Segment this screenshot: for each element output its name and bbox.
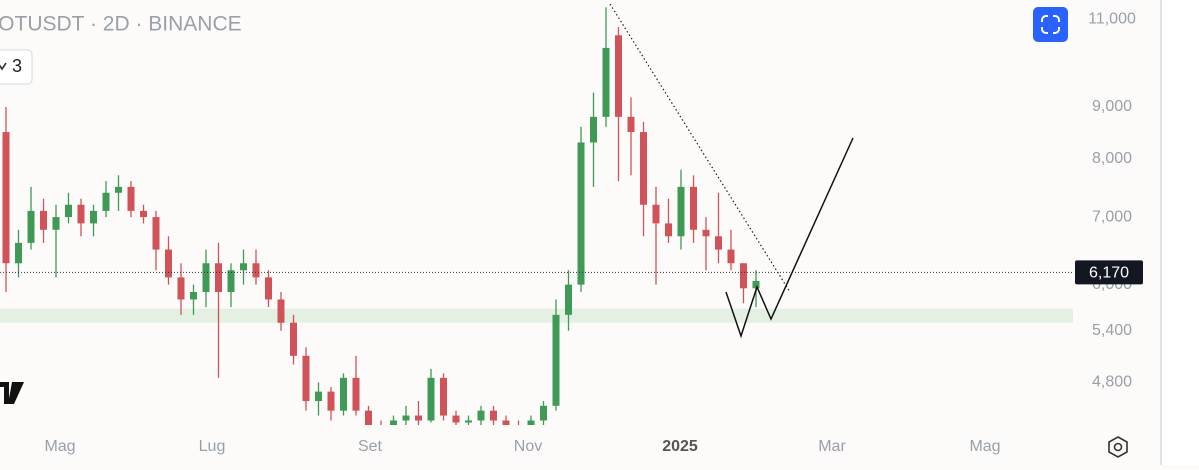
candle-body [227,270,235,292]
trend-line [609,3,791,293]
candle-body [665,223,672,237]
candle-body [602,47,610,117]
candle-body [202,263,210,292]
candle-body [727,249,735,264]
candle-body [215,263,222,292]
indicator-count: 3 [12,56,22,76]
candle-body [2,132,10,264]
candle-body [490,410,497,421]
candle-body [427,377,435,421]
candle-body [265,277,272,300]
candle-body [565,284,572,315]
candle-body [715,236,722,250]
fullscreen-icon-gap [1040,22,1061,27]
x-tick-label: Mar [818,438,846,455]
candle-body [440,377,447,416]
candle-body [352,377,360,411]
candle-body [165,249,172,278]
y-tick-label: 4,800 [1092,374,1132,391]
candle-body [627,116,635,133]
support-zone [0,308,1073,323]
candle-body [477,410,485,421]
candle-body [302,355,310,402]
x-tick-label: Mag [969,438,1000,455]
candle-body [52,217,60,230]
candle-body [40,210,47,230]
candle-body [365,410,372,425]
candle-body [240,263,247,271]
x-tick-label: Nov [514,438,542,455]
candle-body [640,132,647,205]
candle-body [290,322,297,356]
candle-body [577,142,585,285]
y-tick-label: 7,000 [1092,208,1132,225]
side-panel [1162,0,1199,465]
candle-body [615,35,622,117]
candle-body [152,217,160,250]
x-tick-label: 2025 [662,438,698,455]
candle-body [315,391,322,402]
candle-body [702,229,710,237]
candle-body [177,277,185,300]
indicator-toggle[interactable] [0,49,33,85]
settings-icon[interactable] [1108,436,1128,458]
candle-body [590,116,597,143]
candle-body [552,314,560,406]
logo [0,382,24,404]
candle-body [740,263,747,289]
x-tick-label: Mag [44,438,75,455]
candle-body [327,391,335,411]
candle-body [452,415,460,423]
y-tick-label: 5,400 [1092,322,1132,339]
candle-body [77,204,85,224]
candle-body [190,291,197,300]
x-tick-label: Lug [199,438,226,455]
candle-body [340,377,347,411]
last-price-badge [1075,260,1143,285]
last-price-label: 6,170 [1089,265,1129,282]
candle-body [277,299,285,323]
candle-body [652,204,660,224]
candle-body [90,210,97,224]
y-tick-label: 9,000 [1092,98,1132,115]
y-tick-label: 8,000 [1092,150,1132,167]
y-tick-label: 11,000 [1088,10,1136,27]
candle-body [752,280,760,289]
candle-body [390,420,397,425]
candle-body [127,186,135,211]
candle-body [677,186,685,237]
candle-body [115,186,122,193]
candle-body [540,405,547,421]
chevron-icon [0,62,7,71]
candle-body [415,415,422,421]
plot-area [0,7,1073,425]
candle-body [140,210,147,218]
candle-body [527,420,535,425]
settings-dot [1113,442,1123,452]
candle-body [15,242,22,264]
x-tick-label: Set [358,438,383,455]
candle-body [252,263,260,278]
projection-path [725,137,854,339]
settings-hex [1108,436,1128,458]
candle-body [502,420,510,425]
candle-body [690,186,697,230]
candle-body [402,415,410,421]
candle-body [65,204,72,218]
candle-body [465,420,472,423]
candle-body [27,210,35,243]
chart-title: DOTUSDT · 2D · BINANCE [0,13,242,36]
candle-body [102,192,110,211]
